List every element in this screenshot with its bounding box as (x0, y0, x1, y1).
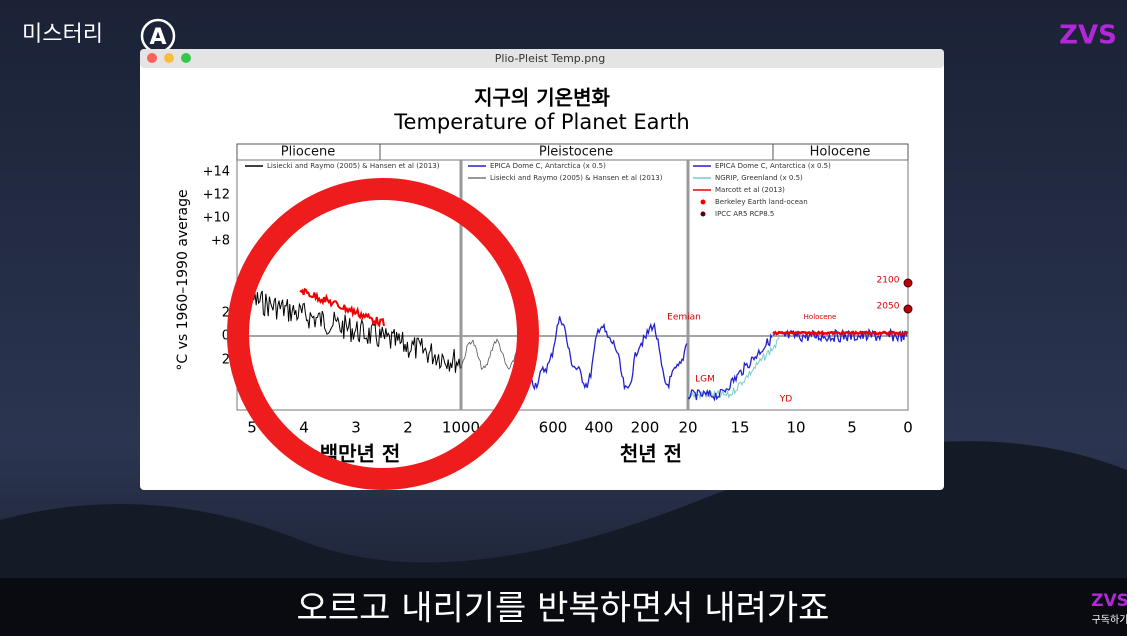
legend-entry: IPCC AR5 RCP8.5 (715, 210, 774, 218)
y-tick-label: +12 (203, 188, 230, 203)
legend-entry: Marcott et al (2013) (715, 186, 785, 194)
curve (460, 338, 525, 370)
legend-dot (700, 211, 706, 217)
x-tick-label: 600 (539, 419, 568, 437)
subscribe[interactable]: 구독하기 (1092, 613, 1127, 626)
x-tick-label: 200 (631, 419, 660, 437)
window (140, 49, 944, 490)
annotation: Holocene (804, 313, 837, 321)
x-tick-label: 400 (585, 419, 614, 437)
y-tick-label: 0 (222, 329, 230, 344)
chart-title: 지구의 기온변화 (474, 86, 610, 110)
legend-entry: EPICA Dome C, Antarctica (x 0.5) (715, 162, 831, 170)
corner-logo: ZVS (1091, 591, 1127, 611)
annotation: LGM (695, 375, 715, 385)
y-tick-label: +14 (203, 165, 230, 180)
caption-bar (0, 578, 1127, 636)
curve (772, 330, 908, 336)
x-axis-name: 천년 전 (620, 442, 682, 466)
x-tick-label: 1000 (442, 419, 480, 437)
annotation: YD (779, 395, 792, 405)
period: Holocene (810, 145, 871, 160)
close-button[interactable] (147, 53, 157, 63)
minimize-button[interactable] (164, 53, 174, 63)
curve (519, 316, 688, 391)
legend-entry: Lisiecki and Raymo (2005) & Hansen et al… (490, 174, 663, 182)
x-tick-label: 2 (403, 419, 413, 437)
logo: ZVS (1059, 21, 1117, 51)
curve (687, 333, 773, 402)
period: Pliocene (281, 145, 335, 160)
y-tick-label: +8 (211, 234, 230, 249)
title-bar (140, 49, 944, 68)
caption: 오르고 내리기를 반복하면서 내려가죠 (297, 589, 830, 629)
marker (903, 304, 913, 314)
y-axis-label: °C vs 1960–1990 average (175, 189, 191, 370)
chart-subtitle: Temperature of Planet Earth (393, 110, 689, 134)
legend-entry: EPICA Dome C, Antarctica (x 0.5) (490, 162, 606, 170)
legend-entry: Lisiecki and Raymo (2005) & Hansen et al… (267, 162, 440, 170)
curve (236, 285, 461, 373)
x-tick-label: 4 (299, 419, 309, 437)
zoom-button[interactable] (181, 53, 191, 63)
window-title: Plio-Pleist Temp.png (495, 52, 605, 65)
curve (299, 287, 385, 328)
x-tick-label: 10 (786, 419, 805, 437)
highlight-circle (227, 178, 539, 490)
x-tick-label: 5 (247, 419, 257, 437)
x-tick-label: 0 (903, 419, 913, 437)
x-tick-label: 3 (351, 419, 361, 437)
y-tick-label: 2 (222, 353, 230, 368)
legend-entry: Berkeley Earth land-ocean (715, 198, 808, 206)
legend-entry: NGRIP, Greenland (x 0.5) (715, 174, 803, 182)
annotation: 2100 (877, 276, 900, 286)
y-tick-label: 2 (222, 306, 230, 321)
period: Pleistocene (539, 145, 613, 160)
legend-dot (700, 199, 706, 205)
annotation: 2050 (877, 302, 900, 312)
channel-name: 미스터리 (22, 22, 103, 47)
y-tick-label: +10 (203, 211, 230, 226)
channel-badge: A (149, 25, 166, 50)
x-tick-label: 15 (730, 419, 749, 437)
annotation: Eemian (667, 313, 701, 323)
x-tick-label: 20 (678, 419, 697, 437)
marker (903, 278, 913, 288)
x-tick-label: 5 (847, 419, 857, 437)
